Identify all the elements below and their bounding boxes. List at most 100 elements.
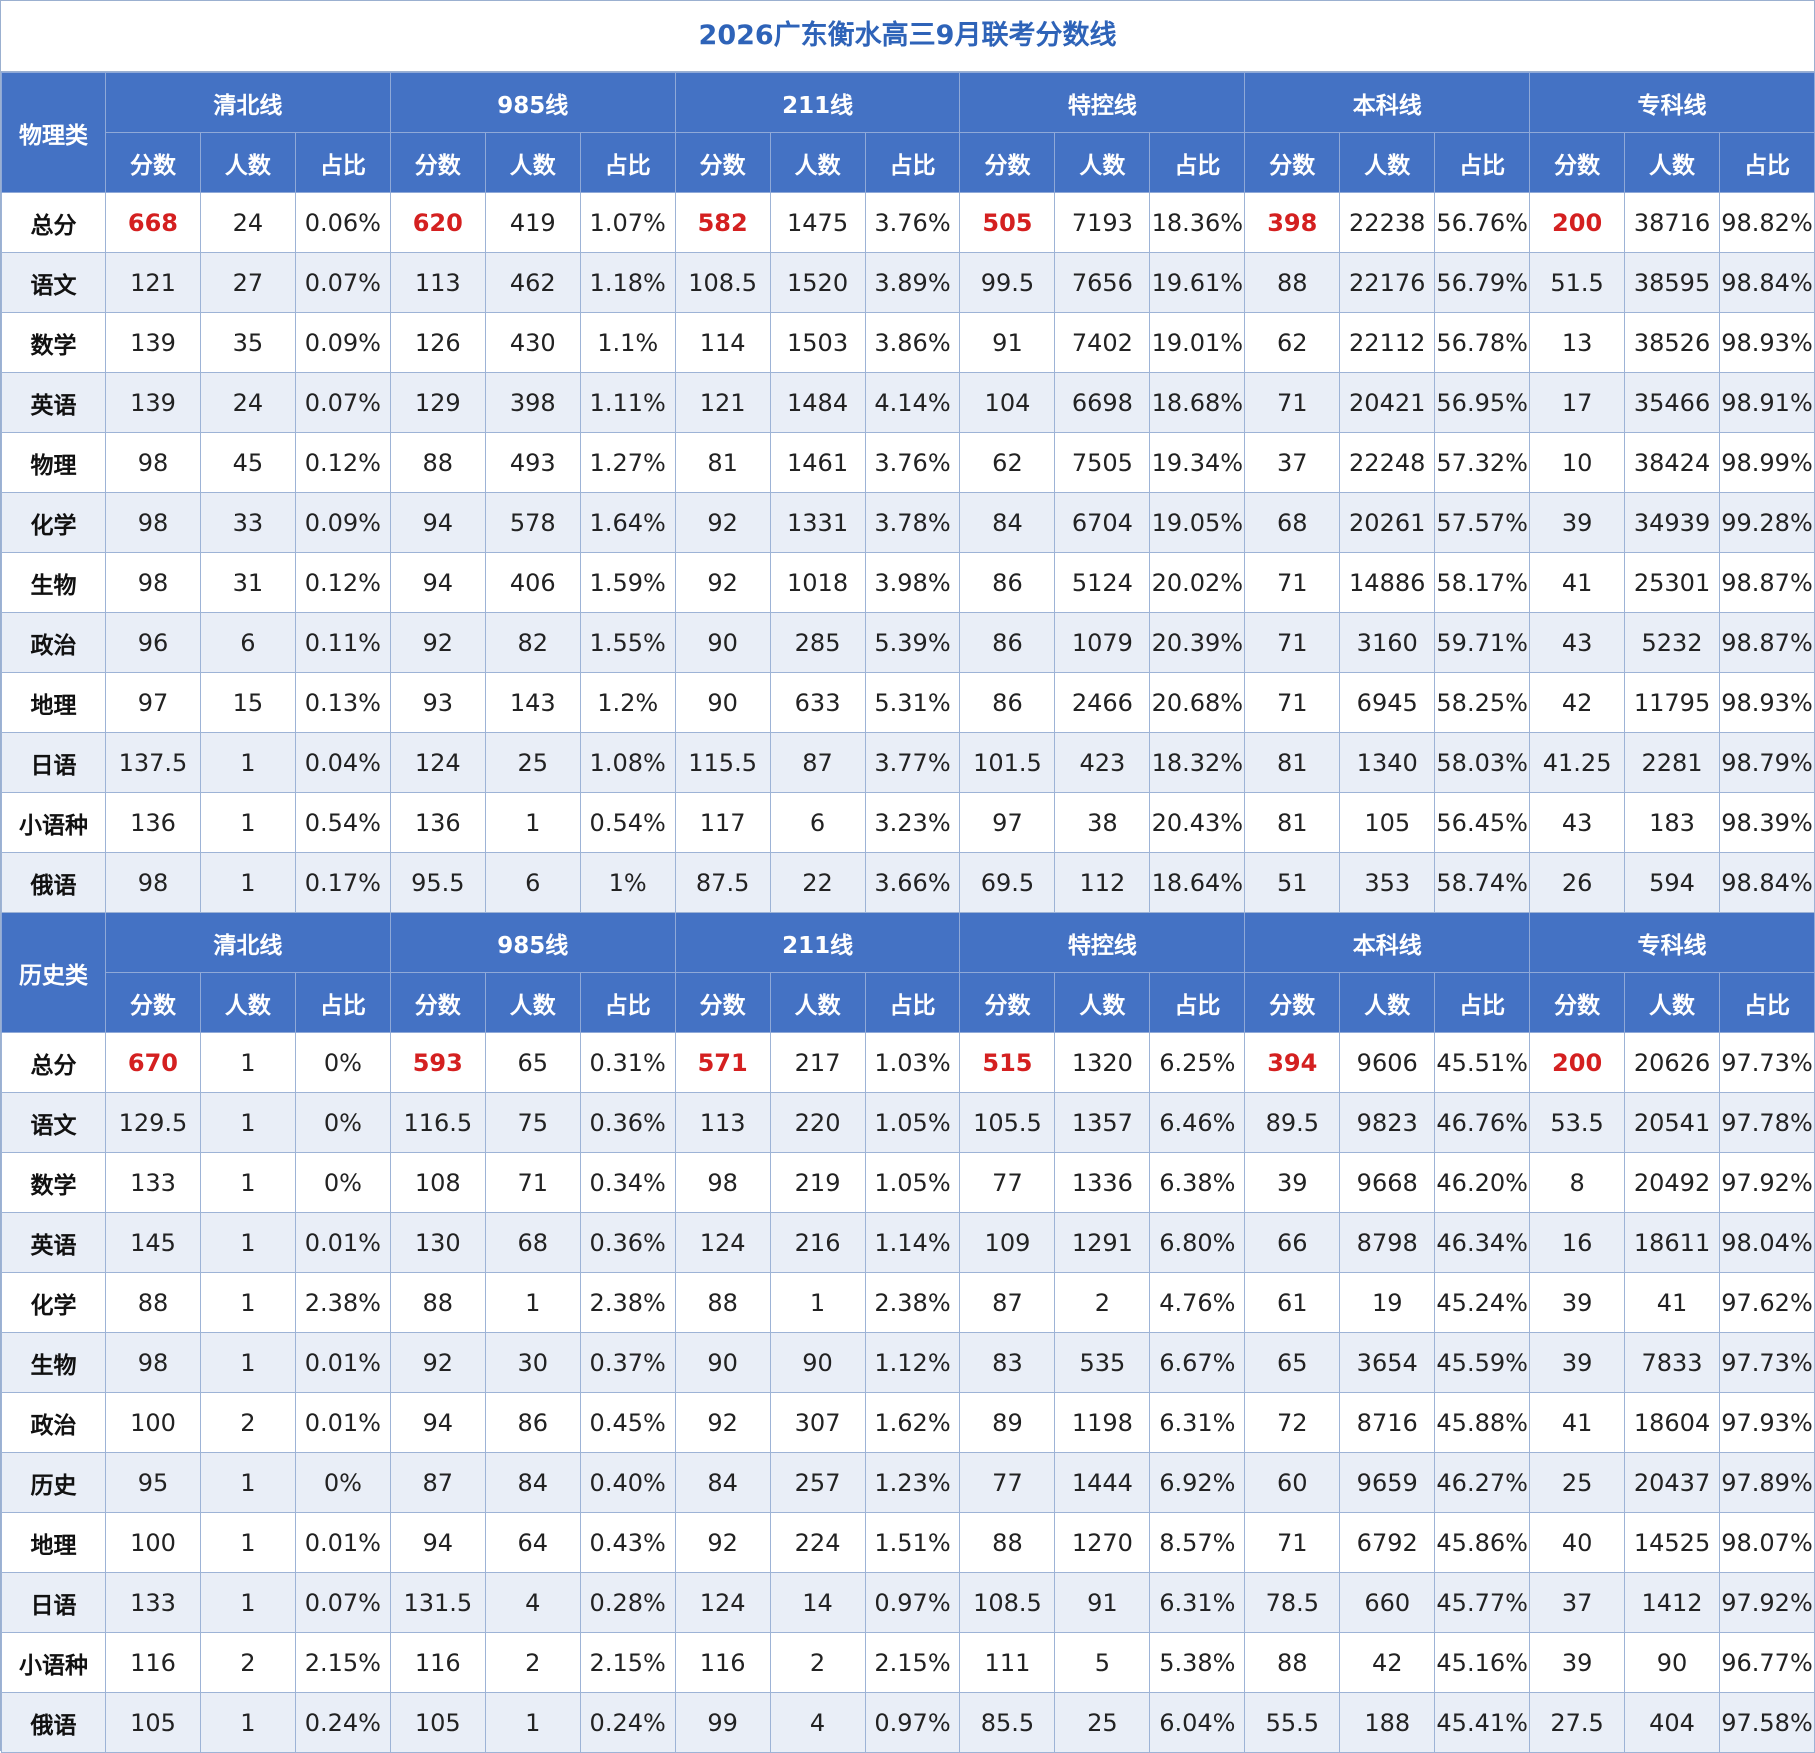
score-cell: 101.5 [959,732,1056,793]
score-cell: 81 [674,432,771,493]
score-cell: 98 [105,492,201,553]
count-cell: 22112 [1339,312,1436,373]
count-cell: 6945 [1339,672,1436,733]
count-cell: 8798 [1339,1212,1436,1273]
ratio-cell: 0.01% [294,1512,391,1573]
score-cell: 26 [1529,852,1626,913]
count-cell: 112 [1054,852,1151,913]
subject-label: 政治 [1,1392,106,1453]
subject-label: 俄语 [1,852,106,913]
count-cell: 38424 [1624,432,1721,493]
count-cell: 7656 [1054,252,1151,313]
score-cell: 133 [105,1152,201,1213]
sub-header: 占比 [1719,132,1815,193]
ratio-cell: 3.77% [864,732,961,793]
count-cell: 7505 [1054,432,1151,493]
count-cell: 20492 [1624,1152,1721,1213]
ratio-cell: 57.57% [1434,492,1531,553]
table-row: 生物 98 31 0.12% 94 406 1.59% 92 1018 3.98% 86 5124 20… [1,552,1815,613]
subject-label: 总分 [1,1032,106,1093]
count-cell: 1 [199,1152,296,1213]
ratio-cell: 59.71% [1434,612,1531,673]
count-cell: 1503 [769,312,866,373]
count-cell: 9668 [1339,1152,1436,1213]
count-cell: 4 [769,1692,866,1753]
count-cell: 25301 [1624,552,1721,613]
score-cell: 145 [105,1212,201,1273]
score-cell: 108 [389,1152,486,1213]
table-row: 地理 100 1 0.01% 94 64 0.43% 92 224 1.51% 88 1270 8.57… [1,1512,1815,1573]
ratio-cell: 45.16% [1434,1632,1531,1693]
score-cell: 88 [389,432,486,493]
sub-header: 人数 [769,972,866,1033]
count-cell: 1 [199,1692,296,1753]
ratio-cell: 56.95% [1434,372,1531,433]
score-cell: 27.5 [1529,1692,1626,1753]
subject-label: 数学 [1,1152,106,1213]
ratio-cell: 56.45% [1434,792,1531,853]
count-cell: 38 [1054,792,1151,853]
ratio-cell: 4.14% [864,372,961,433]
count-cell: 2 [199,1392,296,1453]
score-cell: 77 [959,1152,1056,1213]
group-header: 特控线 [959,72,1246,133]
score-cell: 126 [389,312,486,373]
subject-label: 物理 [1,432,106,493]
subject-label: 地理 [1,1512,106,1573]
score-cell: 124 [674,1572,771,1633]
ratio-cell: 1.08% [579,732,676,793]
ratio-cell: 1.59% [579,552,676,613]
ratio-cell: 1.55% [579,612,676,673]
table-row: 总分 670 1 0% 593 65 0.31% 571 217 1.03% 515 1320 6.25… [1,1032,1815,1093]
score-cell: 97 [959,792,1056,853]
score-cell: 131.5 [389,1572,486,1633]
subject-label: 历史 [1,1452,106,1513]
count-cell: 82 [484,612,581,673]
ratio-cell: 97.92% [1719,1152,1815,1213]
ratio-cell: 2.15% [579,1632,676,1693]
ratio-cell: 96.77% [1719,1632,1815,1693]
ratio-cell: 1.27% [579,432,676,493]
score-cell: 13 [1529,312,1626,373]
ratio-cell: 98.93% [1719,672,1815,733]
sub-header: 分数 [674,972,771,1033]
count-cell: 38526 [1624,312,1721,373]
count-cell: 5 [1054,1632,1151,1693]
ratio-cell: 56.78% [1434,312,1531,373]
ratio-cell: 58.03% [1434,732,1531,793]
score-cell: 88 [1244,252,1341,313]
count-cell: 183 [1624,792,1721,853]
score-cell: 96 [105,612,201,673]
score-cell: 39 [1529,1272,1626,1333]
score-cell: 78.5 [1244,1572,1341,1633]
ratio-cell: 6.80% [1149,1212,1246,1273]
ratio-cell: 19.05% [1149,492,1246,553]
count-cell: 2 [199,1632,296,1693]
group-header: 特控线 [959,912,1246,973]
ratio-cell: 0.40% [579,1452,676,1513]
count-cell: 1475 [769,192,866,253]
count-cell: 1 [484,1692,581,1753]
count-cell: 105 [1339,792,1436,853]
sub-header: 占比 [1719,972,1815,1033]
sub-header: 人数 [1339,132,1436,193]
count-cell: 38595 [1624,252,1721,313]
ratio-cell: 0.31% [579,1032,676,1093]
score-cell: 105 [105,1692,201,1753]
score-table: 物理类 清北线 985线 211线 特控线 本科线 专科线 分数 人数 占比 分数 人数 占比 分数 人数占… [1,72,1815,1753]
count-cell: 257 [769,1452,866,1513]
score-cell: 94 [389,552,486,613]
score-cell: 16 [1529,1212,1626,1273]
score-cell: 86 [959,672,1056,733]
group-header: 211线 [674,912,961,973]
score-cell: 104 [959,372,1056,433]
count-cell: 2281 [1624,732,1721,793]
count-cell: 7833 [1624,1332,1721,1393]
score-cell: 136 [105,792,201,853]
count-cell: 1520 [769,252,866,313]
score-cell: 139 [105,372,201,433]
count-cell: 14525 [1624,1512,1721,1573]
score-cell: 129.5 [105,1092,201,1153]
ratio-cell: 0.12% [294,432,391,493]
ratio-cell: 4.76% [1149,1272,1246,1333]
